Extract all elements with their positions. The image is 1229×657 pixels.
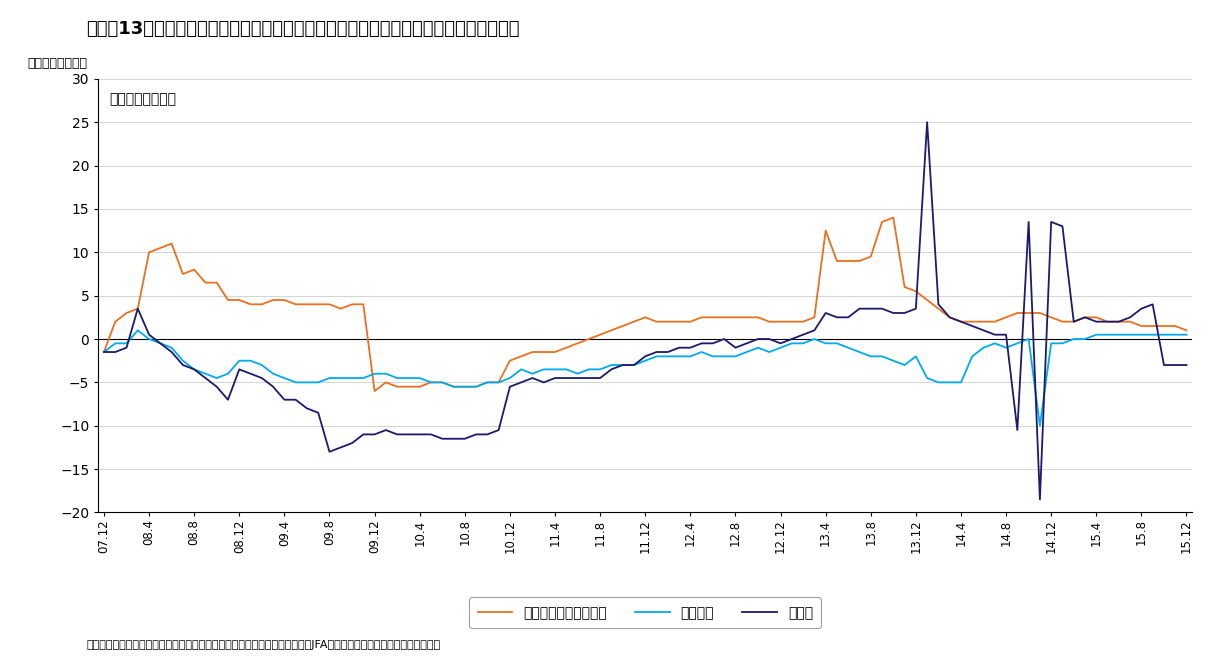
百貨店 <box>943 313 957 321</box>
Text: 前年同月比（％）: 前年同月比（％） <box>27 57 87 70</box>
百貨店 <box>1032 495 1047 503</box>
スーパー <box>1032 422 1047 430</box>
百貨店 <box>638 352 653 360</box>
百貨店 <box>97 348 112 356</box>
百貨店 <box>1179 361 1193 369</box>
コンビニエンスストア <box>886 214 901 221</box>
コンビニエンスストア <box>367 387 382 395</box>
Legend: コンビニエンスストア, スーパー, 百貨店: コンビニエンスストア, スーパー, 百貨店 <box>469 597 821 628</box>
Text: （既存店ベース）: （既存店ベース） <box>109 92 176 106</box>
Line: 百貨店: 百貨店 <box>104 122 1186 499</box>
スーパー <box>943 378 957 386</box>
コンビニエンスストア <box>97 348 112 356</box>
スーパー <box>728 352 742 360</box>
百貨店 <box>130 305 145 313</box>
スーパー <box>649 352 664 360</box>
Line: スーパー: スーパー <box>104 330 1186 426</box>
コンビニエンスストア <box>1179 327 1193 334</box>
スーパー <box>1179 330 1193 338</box>
コンビニエンスストア <box>176 270 190 278</box>
スーパー <box>187 365 202 373</box>
コンビニエンスストア <box>954 318 968 326</box>
百貨店 <box>919 118 934 126</box>
コンビニエンスストア <box>649 318 664 326</box>
百貨店 <box>717 335 731 343</box>
百貨店 <box>176 361 190 369</box>
コンビニエンスストア <box>130 305 145 313</box>
Text: 図表－13　百貨店･スーパー･コンビニエンスストアの月次販売額（既存店、前年比）: 図表－13 百貨店･スーパー･コンビニエンスストアの月次販売額（既存店、前年比） <box>86 20 520 37</box>
百貨店 <box>379 426 393 434</box>
スーパー <box>97 348 112 356</box>
Text: （出所）経済産業省「商業動態統計」、日本フランチャイズチェーン協会「JFAコンビニエンスストア統計調査月報」: （出所）経済産業省「商業動態統計」、日本フランチャイズチェーン協会「JFAコンビ… <box>86 641 440 650</box>
スーパー <box>141 335 156 343</box>
スーパー <box>130 327 145 334</box>
コンビニエンスストア <box>728 313 742 321</box>
スーパー <box>390 374 404 382</box>
Line: コンビニエンスストア: コンビニエンスストア <box>104 217 1186 391</box>
コンビニエンスストア <box>390 383 404 391</box>
